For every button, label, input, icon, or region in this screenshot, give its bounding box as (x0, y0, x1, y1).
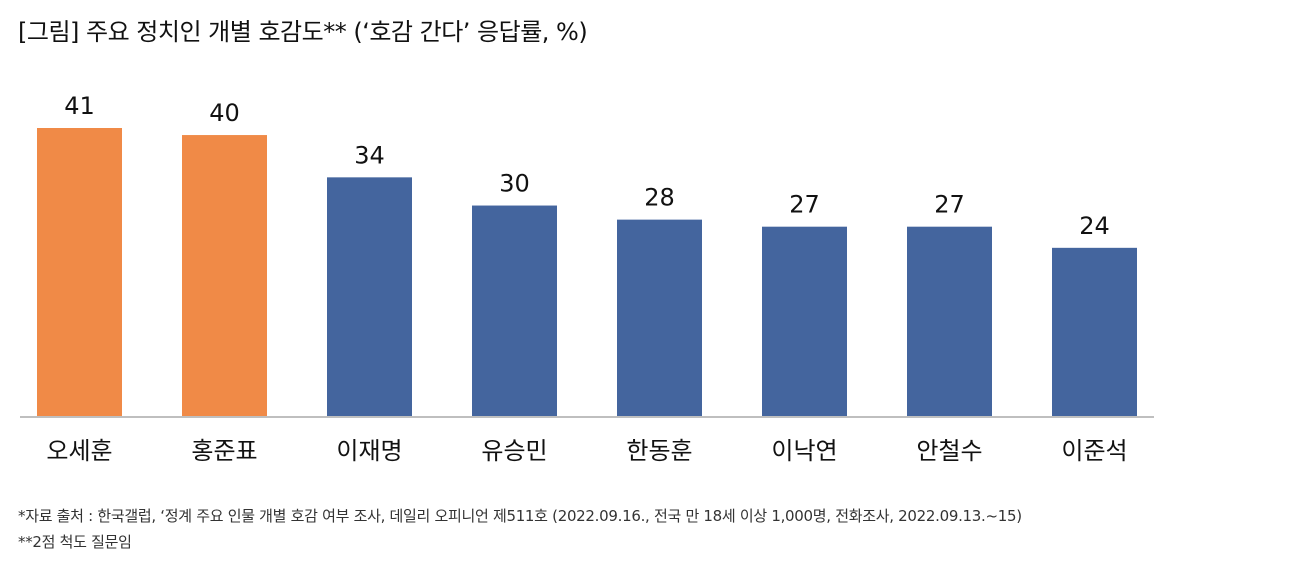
source-footnote: *자료 출처 : 한국갤럽, ‘정계 주요 인물 개별 호감 여부 조사, 데일… (18, 507, 1022, 525)
category-label-1: 오세훈 (46, 437, 112, 465)
bars-group (37, 128, 1137, 418)
bar-5 (617, 219, 702, 417)
value-label-3: 34 (354, 141, 385, 169)
bar-6 (762, 226, 847, 417)
bar-4 (472, 205, 557, 417)
value-label-7: 27 (934, 191, 965, 219)
bar-2 (182, 135, 267, 418)
bar-3 (327, 177, 412, 417)
bar-7 (907, 226, 992, 417)
category-label-8: 이준석 (1061, 437, 1127, 465)
category-label-5: 한동훈 (626, 437, 692, 465)
value-label-8: 24 (1079, 212, 1110, 240)
category-label-2: 홍준표 (191, 437, 257, 465)
chart-title: [그림] 주요 정치인 개별 호감도** (‘호감 간다’ 응답률, %) (18, 18, 588, 46)
category-label-6: 이낙연 (771, 437, 837, 465)
value-label-6: 27 (789, 191, 820, 219)
value-label-2: 40 (209, 99, 240, 127)
category-label-7: 안철수 (916, 437, 982, 465)
scale-footnote: **2점 척도 질문임 (18, 533, 132, 551)
bar-8 (1052, 247, 1137, 417)
value-label-5: 28 (644, 184, 675, 212)
value-label-4: 30 (499, 170, 530, 198)
category-label-3: 이재명 (336, 437, 402, 465)
labels-group: 41 오세훈 40 홍준표 34 이재명 30 유승민 28 한동훈 27 이낙연 27 안철수 24 이준석 (46, 92, 1127, 465)
bar-1 (37, 128, 122, 417)
value-label-1: 41 (64, 92, 95, 120)
category-label-4: 유승민 (481, 437, 547, 465)
bar-chart: 41 오세훈 40 홍준표 34 이재명 30 유승민 28 한동훈 27 이낙연 27 안철수 24 이준석 (20, 92, 1154, 465)
